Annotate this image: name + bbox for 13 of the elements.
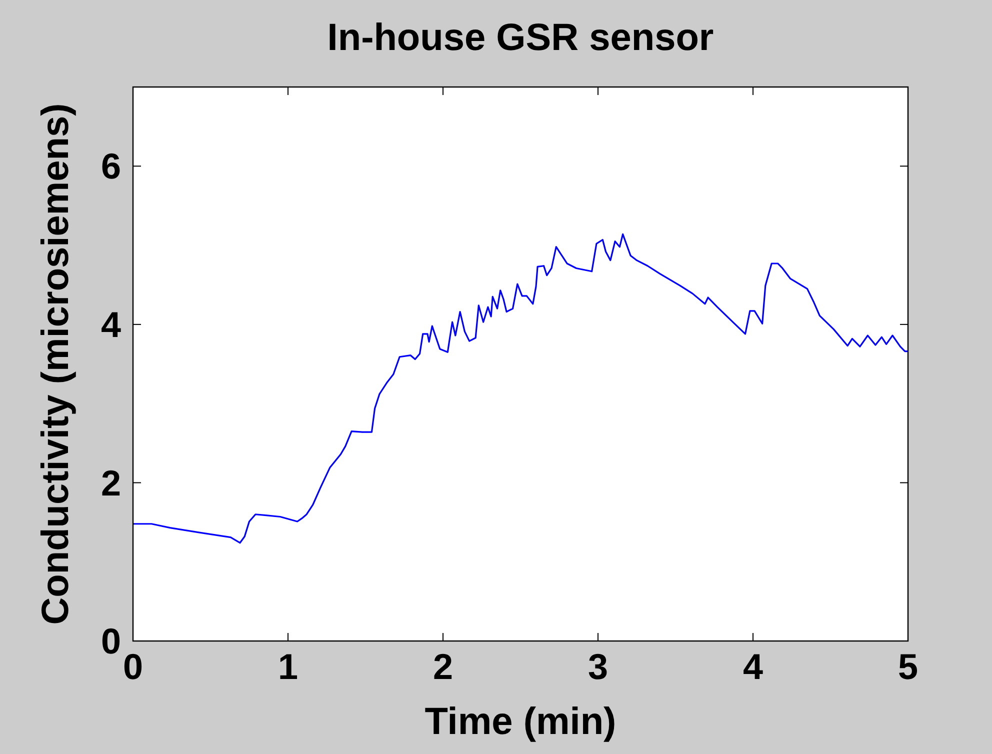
x-tick-label: 2 — [432, 646, 454, 687]
y-tick-label: 2 — [100, 462, 121, 504]
x-tick-label: 3 — [588, 646, 608, 687]
chart-title: In-house GSR sensor — [327, 17, 714, 59]
line-series — [132, 233, 909, 544]
x-tick-label: 4 — [742, 646, 764, 687]
x-tick-label: 5 — [898, 646, 918, 687]
y-axis-title: Conductivity (microsiemens) — [35, 103, 77, 625]
x-tick-label: 1 — [278, 646, 298, 687]
y-tick-label: 4 — [100, 304, 121, 346]
y-tick-label: 6 — [100, 146, 121, 187]
x-axis-title: Time (min) — [424, 701, 616, 743]
y-tick-label: 0 — [100, 620, 121, 662]
